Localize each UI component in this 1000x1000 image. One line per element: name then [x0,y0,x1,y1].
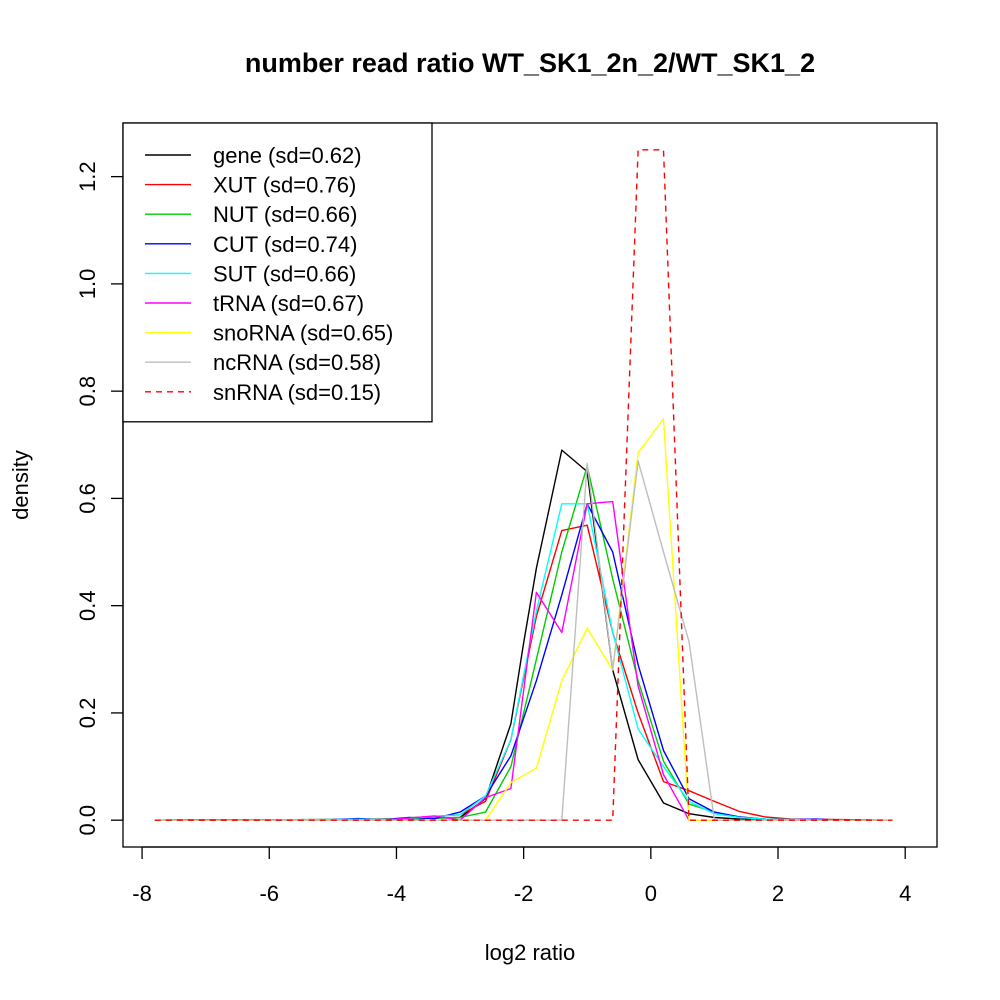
series-layer [154,149,893,821]
x-tick-label: -8 [132,881,152,906]
series-line [154,503,893,821]
legend-label: gene (sd=0.62) [213,143,362,168]
legend: gene (sd=0.62) XUT (sd=0.76) NUT (sd=0.66)… [122,122,433,423]
series-line [154,418,893,821]
series-line [154,500,893,821]
legend-label: XUT (sd=0.76) [213,173,356,198]
y-axis-label: density [8,450,33,520]
x-tick-label: 2 [772,881,784,906]
x-tick-label: 4 [899,881,911,906]
legend-label: tRNA (sd=0.67) [213,291,364,316]
x-tick-label: 0 [645,881,657,906]
legend-label: NUT (sd=0.66) [213,202,357,227]
legend-label: SUT (sd=0.66) [213,261,356,286]
y-axis: 0.0 0.2 0.4 0.6 0.8 1.0 1.2 [75,161,124,836]
y-tick-label: 0.2 [75,698,100,729]
y-tick-label: 1.0 [75,269,100,300]
x-axis-label: log2 ratio [485,940,576,965]
y-tick-label: 0.6 [75,483,100,514]
x-axis: -8 -6 -4 -2 0 2 4 [132,846,911,906]
series-line [154,449,893,821]
legend-label: CUT (sd=0.74) [213,232,357,257]
x-tick-label: -2 [514,881,534,906]
y-tick-label: 1.2 [75,161,100,192]
y-tick-label: 0.4 [75,590,100,621]
y-tick-label: 0.0 [75,805,100,836]
series-line [154,503,893,821]
legend-box [122,122,433,423]
x-tick-label: -4 [387,881,407,906]
y-tick-label: 0.8 [75,376,100,407]
chart-title: number read ratio WT_SK1_2n_2/WT_SK1_2 [245,48,815,78]
legend-label: snRNA (sd=0.15) [213,380,381,405]
legend-label: snoRNA (sd=0.65) [213,321,393,346]
legend-label: ncRNA (sd=0.58) [213,350,381,375]
x-tick-label: -6 [259,881,279,906]
